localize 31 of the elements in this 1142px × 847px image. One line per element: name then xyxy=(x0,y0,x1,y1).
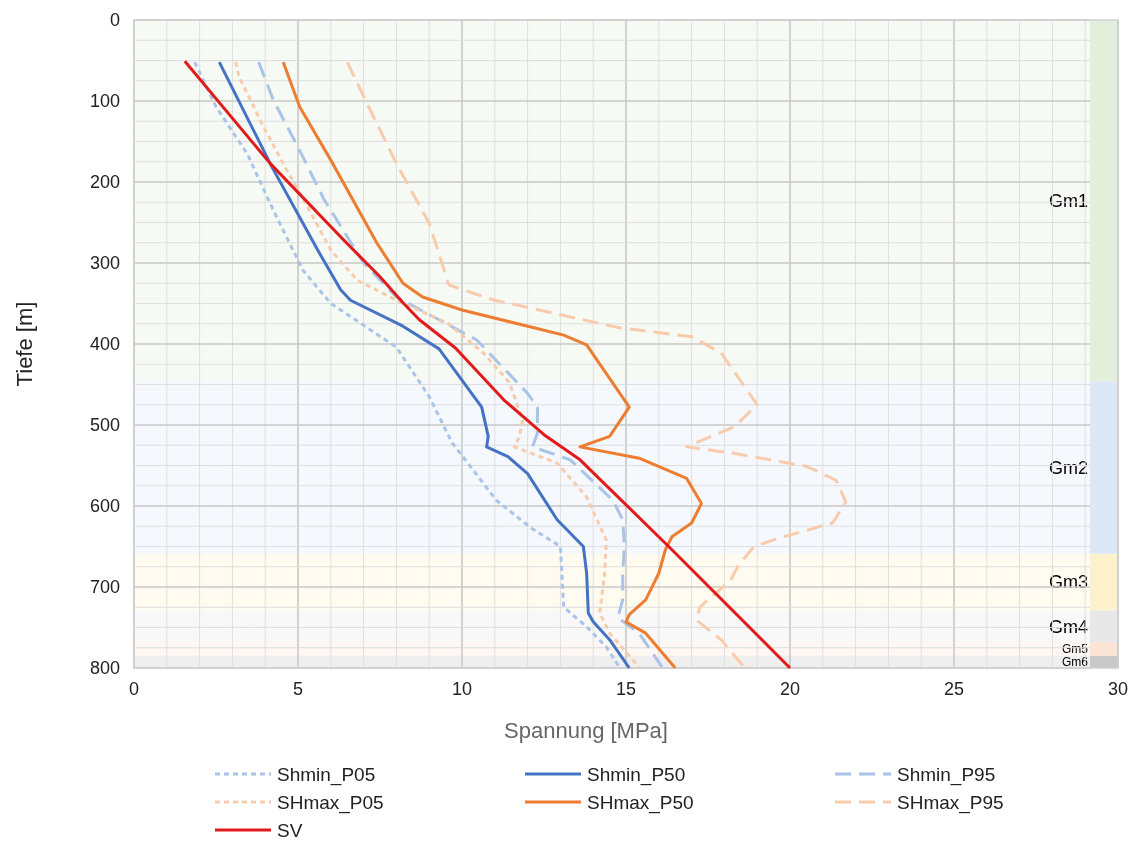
y-tick-label: 200 xyxy=(89,172,120,192)
legend-label: SHmax_P05 xyxy=(277,792,384,814)
x-tick-label: 0 xyxy=(128,679,140,699)
x-tick-label: 10 xyxy=(451,679,473,699)
legend-label: Shmin_P05 xyxy=(277,764,376,786)
x-tick-label: 30 xyxy=(1107,679,1129,699)
y-tick-label: 700 xyxy=(89,577,120,597)
y-tick-label: 600 xyxy=(89,496,120,516)
band-label: Gm6 xyxy=(1061,655,1089,670)
band-label: Gm1 xyxy=(1048,190,1088,211)
y-tick-label: 300 xyxy=(89,253,120,273)
x-axis-title: Spannung [MPa] xyxy=(504,718,668,743)
line-series xyxy=(345,60,848,669)
legend-label: SHmax_P95 xyxy=(897,792,1004,814)
y-tick-label: 800 xyxy=(89,658,120,678)
y-tick-label: 400 xyxy=(89,334,120,354)
y-axis-title: Tiefe [m] xyxy=(12,301,37,387)
legend-label: SHmax_P50 xyxy=(587,792,694,814)
legend-label: SV xyxy=(277,820,303,841)
band-label: Gm5 xyxy=(1061,642,1089,657)
band-label: Gm3 xyxy=(1048,572,1088,593)
y-tick-label: 100 xyxy=(89,91,120,111)
x-tick-label: 20 xyxy=(779,679,801,699)
x-tick-label: 5 xyxy=(292,679,304,699)
y-tick-label: 0 xyxy=(109,10,120,30)
legend-label: Shmin_P50 xyxy=(587,764,686,786)
x-tick-label: 15 xyxy=(615,679,637,699)
line-series xyxy=(183,59,792,670)
legend-label: Shmin_P95 xyxy=(897,764,996,786)
y-tick-label: 500 xyxy=(89,415,120,435)
x-tick-label: 25 xyxy=(943,679,965,699)
